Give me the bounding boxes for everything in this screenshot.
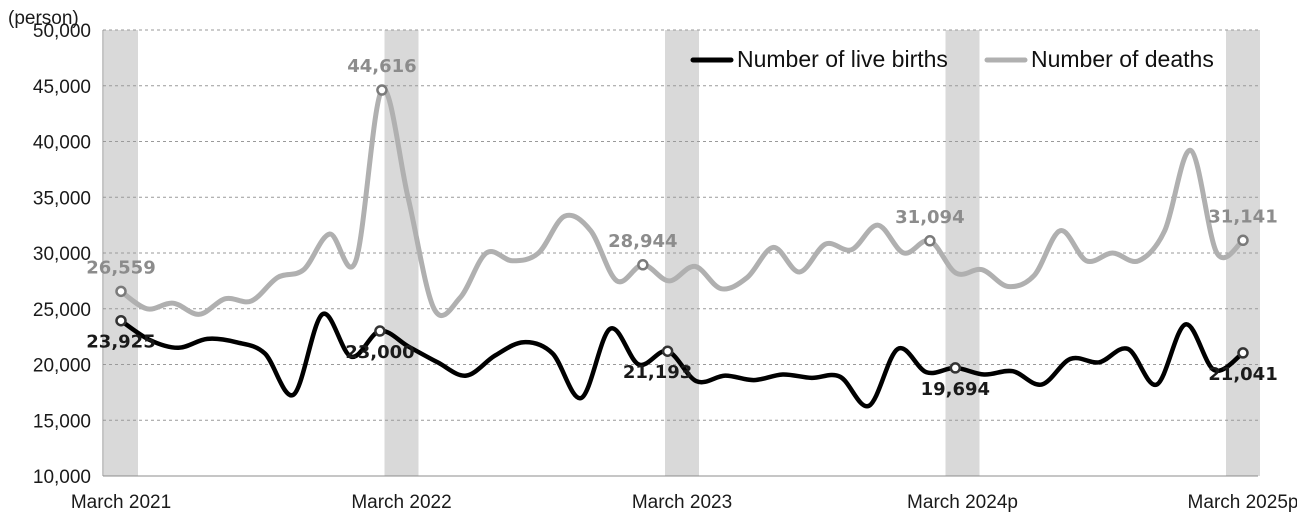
data-label-deaths: 26,559 [86, 257, 155, 278]
x-tick-labels: March 2021 March 2022 March 2023 March 2024… [71, 492, 1297, 513]
y-tick-label: 40,000 [33, 133, 91, 154]
y-tick-label: 20,000 [33, 356, 91, 377]
data-labels: 26,559 44,616 28,944 31,094 31,141 23,925 23,0… [86, 56, 1277, 400]
marker-births-1 [374, 325, 386, 337]
marker-deaths-0 [115, 285, 127, 298]
y-tick-label: 35,000 [33, 188, 91, 209]
x-tick-label: March 2025p [1188, 492, 1297, 513]
data-label-births: 21,193 [623, 362, 692, 383]
x-tick-label: March 2021 [71, 492, 171, 513]
y-tick-label: 30,000 [33, 244, 91, 265]
axes [102, 30, 1258, 477]
highlight-markers [115, 84, 1249, 374]
legend-label-deaths: Number of deaths [1031, 46, 1214, 72]
marker-births-0 [115, 314, 127, 327]
y-tick-label: 45,000 [33, 77, 91, 98]
data-label-deaths: 31,094 [895, 207, 964, 228]
marker-births-4 [1237, 347, 1249, 359]
marker-births-2 [661, 345, 674, 357]
y-tick-label: 25,000 [33, 300, 91, 321]
legend: Number of live births Number of deaths [690, 46, 1214, 72]
legend-label-births: Number of live births [737, 46, 948, 72]
data-label-births: 21,041 [1208, 364, 1277, 385]
data-label-births: 19,694 [921, 379, 990, 400]
data-label-births: 23,925 [86, 332, 155, 353]
data-label-deaths: 31,141 [1208, 206, 1277, 227]
series-line-deaths [118, 86, 1246, 318]
marker-deaths-1 [376, 84, 388, 96]
series-lines [118, 86, 1246, 409]
marker-births-3 [949, 362, 962, 374]
x-tick-label: March 2023 [632, 492, 732, 513]
data-label-deaths: 28,944 [608, 231, 677, 252]
data-label-deaths: 44,616 [347, 56, 416, 77]
y-tick-label: 10,000 [33, 467, 91, 488]
y-unit-label: (person) [8, 8, 79, 29]
x-tick-label: March 2022 [351, 492, 451, 513]
x-tick-label: March 2024p [907, 492, 1018, 513]
data-label-births: 23,000 [345, 342, 414, 363]
marker-deaths-3 [924, 235, 936, 247]
y-tick-label: 50,000 [33, 21, 91, 42]
series-line-births [118, 311, 1246, 409]
marker-deaths-4 [1237, 234, 1249, 247]
marker-deaths-2 [637, 259, 649, 271]
y-tick-labels: 10,000 15,000 20,000 25,000 30,000 35,000 40,0… [33, 21, 91, 488]
y-tick-label: 15,000 [33, 411, 91, 432]
